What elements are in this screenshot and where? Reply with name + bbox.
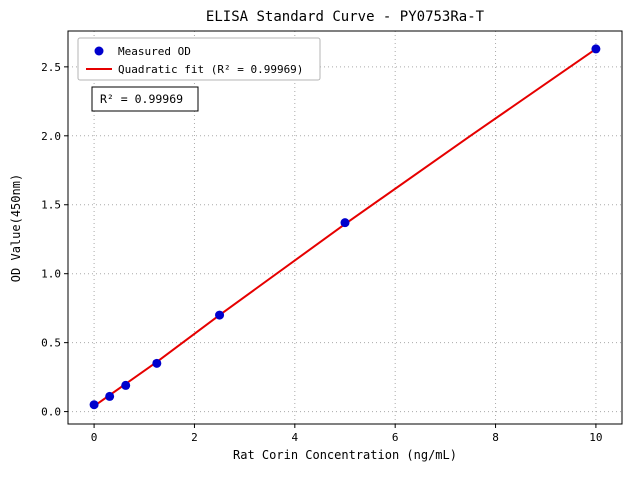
annotation-text: R² = 0.99969 bbox=[100, 92, 183, 106]
x-tick-label: 8 bbox=[492, 431, 499, 444]
legend-box bbox=[77, 37, 321, 81]
measured-od-points bbox=[89, 44, 601, 410]
data-point bbox=[340, 218, 350, 228]
annotation-box bbox=[91, 86, 199, 112]
x-tick-label: 10 bbox=[589, 431, 602, 444]
fit-line-path bbox=[93, 48, 597, 407]
y-tick-label: 0.5 bbox=[41, 337, 61, 350]
x-axis-label: Rat Corin Concentration (ng/mL) bbox=[233, 448, 457, 462]
y-tick-label: 1.5 bbox=[41, 199, 61, 212]
data-point bbox=[121, 380, 131, 390]
data-point bbox=[105, 391, 115, 401]
data-point bbox=[89, 400, 99, 410]
chart-title: ELISA Standard Curve - PY0753Ra-T bbox=[206, 9, 485, 25]
y-tick-label: 1.0 bbox=[41, 268, 61, 281]
y-tick-label: 2.0 bbox=[41, 130, 61, 143]
legend-marker-measured-od bbox=[94, 46, 104, 56]
x-tick-label: 6 bbox=[392, 431, 399, 444]
legend-label-measured-od: Measured OD bbox=[118, 45, 191, 58]
x-tick-label: 2 bbox=[191, 431, 198, 444]
r-squared-annotation: R² = 0.99969 bbox=[91, 86, 199, 112]
quadratic-fit-line bbox=[93, 48, 597, 407]
legend: Measured OD Quadratic fit (R² = 0.99969) bbox=[77, 37, 321, 81]
x-tick-label: 4 bbox=[292, 431, 299, 444]
y-tick-label: 2.5 bbox=[41, 61, 61, 74]
x-tick-label: 0 bbox=[91, 431, 98, 444]
plot-border bbox=[67, 30, 623, 425]
legend-label-quadratic-fit: Quadratic fit (R² = 0.99969) bbox=[118, 63, 303, 76]
y-axis-label: OD Value(450nm) bbox=[9, 174, 23, 282]
y-tick-label: 0.0 bbox=[41, 406, 61, 419]
data-point bbox=[591, 44, 601, 54]
data-point bbox=[215, 310, 225, 320]
data-point bbox=[152, 358, 162, 368]
axis-ticks: 0 2 4 6 8 10 0.0 0.5 1.0 1.5 2.0 2.5 bbox=[41, 61, 602, 444]
